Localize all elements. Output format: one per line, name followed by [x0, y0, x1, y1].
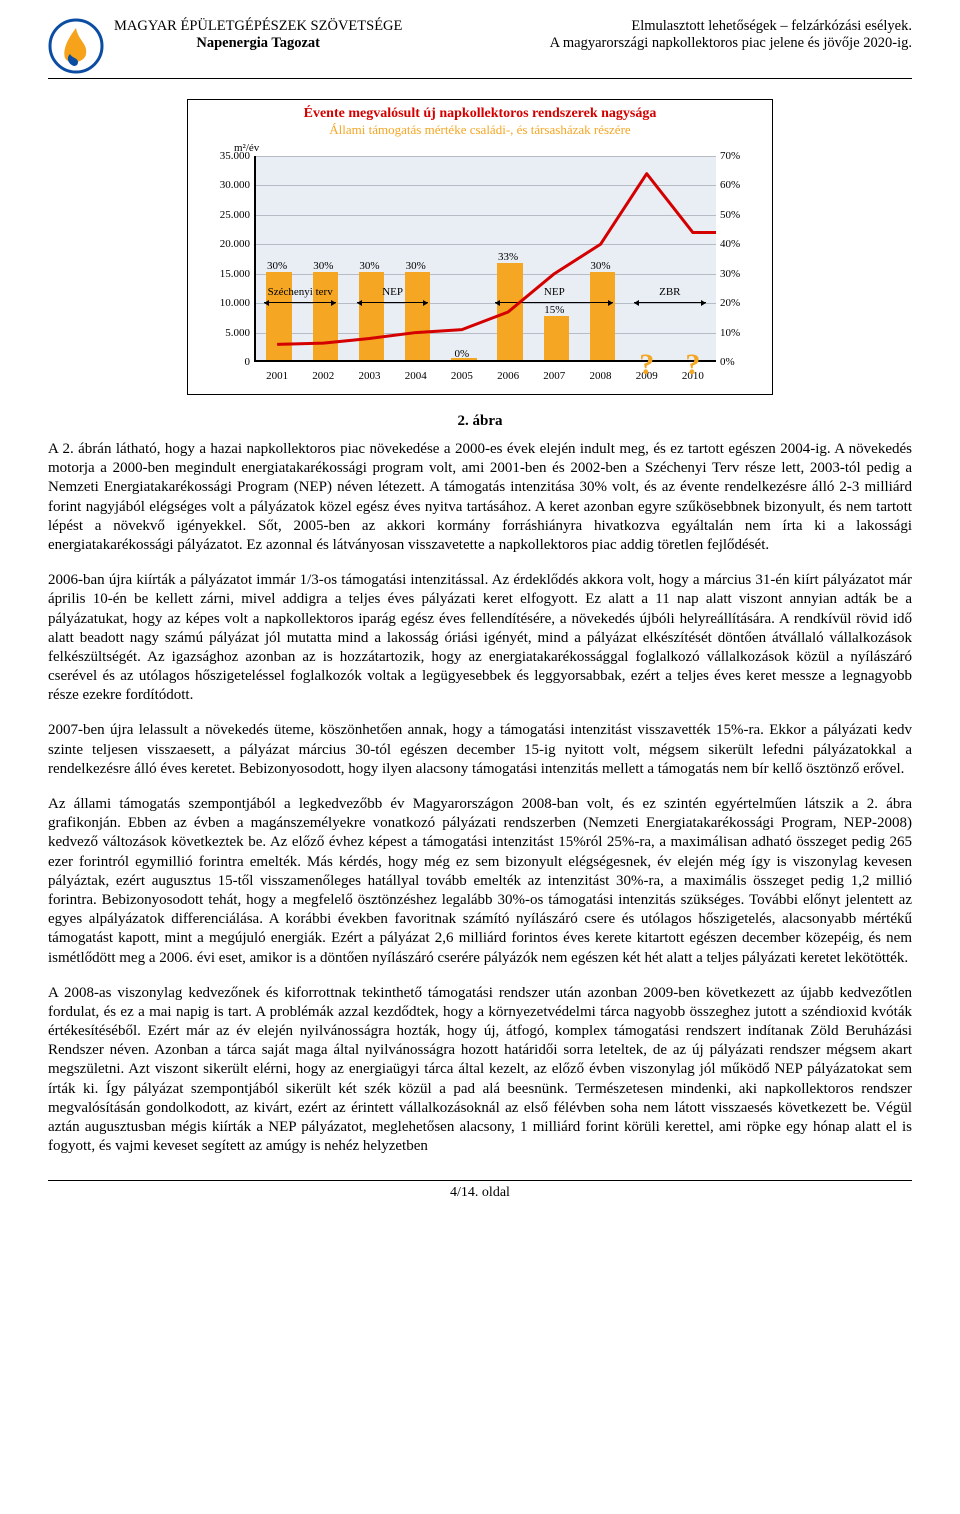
header-doc-title-1: Elmulasztott lehetőségek – felzárkózási …	[550, 18, 912, 35]
body-paragraph-3: 2007-ben újra lelassult a növekedés ütem…	[48, 721, 912, 779]
body-paragraph-1: A 2. ábrán látható, hogy a hazai napkoll…	[48, 440, 912, 555]
org-logo	[48, 18, 104, 74]
chart-title-1: Évente megvalósult új napkollektoros ren…	[200, 106, 760, 122]
chart-box: Évente megvalósult új napkollektoros ren…	[187, 99, 773, 395]
body-paragraph-5: A 2008-as viszonylag kedvezőnek és kifor…	[48, 984, 912, 1157]
page-header: MAGYAR ÉPÜLETGÉPÉSZEK SZÖVETSÉGE Napener…	[48, 18, 912, 79]
trend-line	[200, 156, 760, 386]
header-text: MAGYAR ÉPÜLETGÉPÉSZEK SZÖVETSÉGE Napener…	[114, 18, 912, 52]
header-subtitle: Napenergia Tagozat	[114, 35, 402, 52]
header-doc-title-2: A magyarországi napkollektoros piac jele…	[550, 35, 912, 52]
header-org-name: MAGYAR ÉPÜLETGÉPÉSZEK SZÖVETSÉGE	[114, 18, 402, 35]
body-paragraph-4: Az állami támogatás szempontjából a legk…	[48, 795, 912, 968]
chart-container: Évente megvalósult új napkollektoros ren…	[48, 99, 912, 395]
page-number: 4/14. oldal	[450, 1185, 510, 1200]
figure-caption: 2. ábra	[48, 413, 912, 430]
chart-title-2: Állami támogatás mértéke családi-, és tá…	[200, 122, 760, 138]
page-footer: 4/14. oldal	[48, 1180, 912, 1201]
body-paragraph-2: 2006-ban újra kiírták a pályázatot immár…	[48, 571, 912, 705]
chart-area: 00%5.00010%10.00020%15.00030%20.00040%25…	[200, 156, 760, 386]
chart-y-unit: m²/év	[234, 142, 760, 154]
